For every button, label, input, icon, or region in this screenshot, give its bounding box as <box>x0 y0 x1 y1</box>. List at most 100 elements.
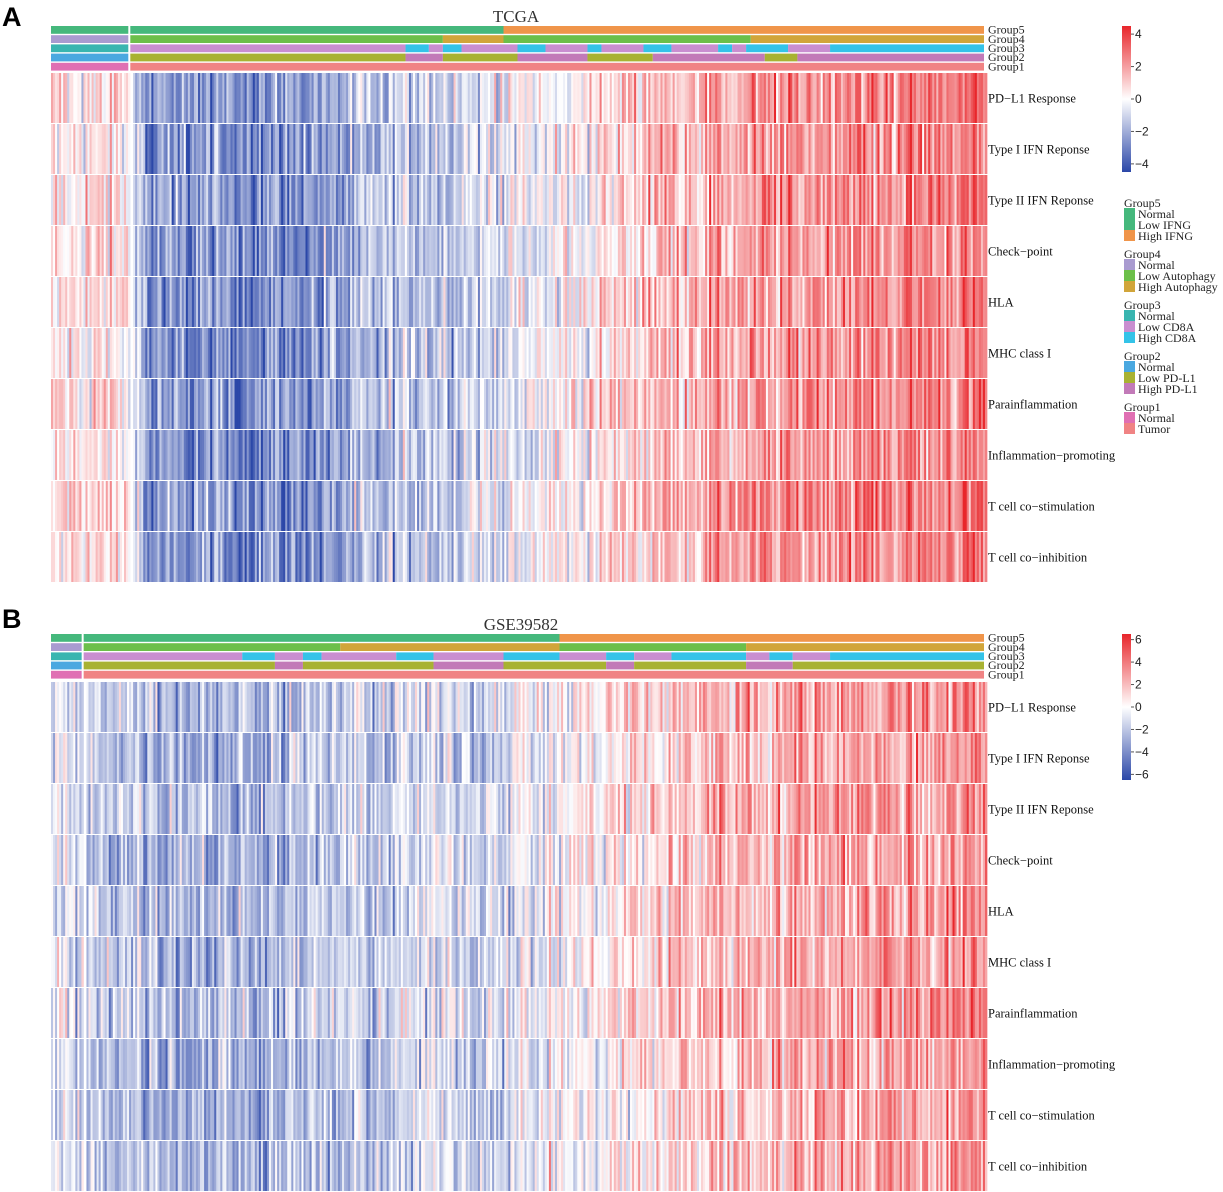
heatmap-cell <box>447 682 450 732</box>
heatmap-cell <box>494 175 497 225</box>
heatmap-cell <box>83 328 86 378</box>
heatmap-cell <box>65 481 68 531</box>
heatmap-cell <box>968 430 972 480</box>
heatmap-cell <box>753 379 757 429</box>
heatmap-cell <box>285 430 288 480</box>
heatmap-cell <box>615 226 619 276</box>
heatmap-cell <box>171 430 175 480</box>
heatmap-cell <box>723 532 726 582</box>
heatmap-cell <box>481 277 485 327</box>
heatmap-cell <box>441 175 444 225</box>
heatmap-cell <box>55 175 58 225</box>
heatmap-cell <box>291 277 294 327</box>
heatmap-cell <box>126 328 129 378</box>
heatmap-cell <box>119 73 123 123</box>
heatmap-cell <box>370 277 373 327</box>
heatmap-cell <box>262 379 266 429</box>
heatmap-cell <box>396 430 400 480</box>
heatmap-cell <box>774 481 777 531</box>
heatmap-cell <box>139 124 142 174</box>
heatmap-cell <box>398 430 402 480</box>
heatmap-cell <box>905 277 909 327</box>
heatmap-cell <box>500 175 503 225</box>
heatmap-cell <box>220 175 223 225</box>
heatmap-cell <box>581 532 584 582</box>
heatmap-cell <box>189 430 193 480</box>
heatmap-cell <box>794 73 797 123</box>
heatmap-cell <box>252 532 256 582</box>
heatmap-cell <box>260 430 264 480</box>
heatmap-cell <box>867 277 870 327</box>
heatmap-cell <box>731 73 734 123</box>
heatmap-cell <box>380 73 383 123</box>
heatmap-cell <box>891 175 895 225</box>
heatmap-cell <box>139 73 142 123</box>
heatmap-cell <box>920 379 923 429</box>
heatmap-cell <box>406 481 410 531</box>
heatmap-cell <box>271 532 274 582</box>
heatmap-cell <box>970 379 974 429</box>
heatmap-cell <box>972 328 976 378</box>
heatmap-cell <box>660 532 663 582</box>
heatmap-cell <box>301 277 304 327</box>
heatmap-cell <box>171 682 175 732</box>
heatmap-cell <box>577 175 580 225</box>
heatmap-cell <box>703 328 706 378</box>
heatmap-cell <box>546 682 550 732</box>
heatmap-cell <box>510 226 513 276</box>
heatmap-cell <box>145 175 148 225</box>
heatmap-cell <box>498 226 501 276</box>
heatmap-cell <box>680 532 684 582</box>
heatmap-cell <box>516 124 519 174</box>
heatmap-cell <box>439 124 442 174</box>
heatmap-cell <box>415 682 418 732</box>
heatmap-cell <box>597 124 600 174</box>
heatmap-cell <box>79 379 82 429</box>
heatmap-cell <box>356 226 359 276</box>
heatmap-cell <box>713 73 716 123</box>
heatmap-cell <box>77 481 80 531</box>
heatmap-cell <box>299 430 302 480</box>
heatmap-cell <box>599 379 602 429</box>
heatmap-cell <box>672 379 675 429</box>
heatmap-cell <box>918 175 921 225</box>
heatmap-cell <box>656 226 659 276</box>
heatmap-cell <box>441 73 444 123</box>
heatmap-cell <box>707 124 710 174</box>
heatmap-cell <box>346 73 349 123</box>
heatmap-cell <box>640 277 643 327</box>
heatmap-cell <box>483 481 487 531</box>
heatmap-cell <box>583 124 586 174</box>
heatmap-cell <box>481 226 485 276</box>
annotation-group4-normal <box>51 35 129 43</box>
heatmap-cell <box>938 226 941 276</box>
heatmap-cell <box>636 430 639 480</box>
heatmap-cell <box>632 532 635 582</box>
heatmap-cell <box>423 430 426 480</box>
heatmap-cell <box>305 175 308 225</box>
heatmap-cell <box>863 73 866 123</box>
heatmap-cell <box>796 175 799 225</box>
heatmap-cell <box>366 430 369 480</box>
heatmap-cell <box>881 277 884 327</box>
heatmap-cell <box>181 73 185 123</box>
heatmap-cell <box>946 124 949 174</box>
heatmap-cell <box>486 277 489 327</box>
heatmap-cell <box>948 481 951 531</box>
heatmap-cell <box>901 73 905 123</box>
heatmap-cell <box>865 430 868 480</box>
heatmap-cell <box>512 73 515 123</box>
heatmap-cell <box>313 226 316 276</box>
heatmap-cell <box>216 277 219 327</box>
heatmap-cell <box>258 328 262 378</box>
heatmap-cell <box>63 73 66 123</box>
heatmap-cell <box>299 682 302 732</box>
heatmap-cell <box>230 226 233 276</box>
heatmap-cell <box>520 226 523 276</box>
heatmap-cell <box>443 682 446 732</box>
heatmap-cell <box>761 73 765 123</box>
heatmap-cell <box>518 73 521 123</box>
heatmap-cell <box>163 379 166 429</box>
heatmap-cell <box>165 73 168 123</box>
heatmap-cell <box>875 430 878 480</box>
